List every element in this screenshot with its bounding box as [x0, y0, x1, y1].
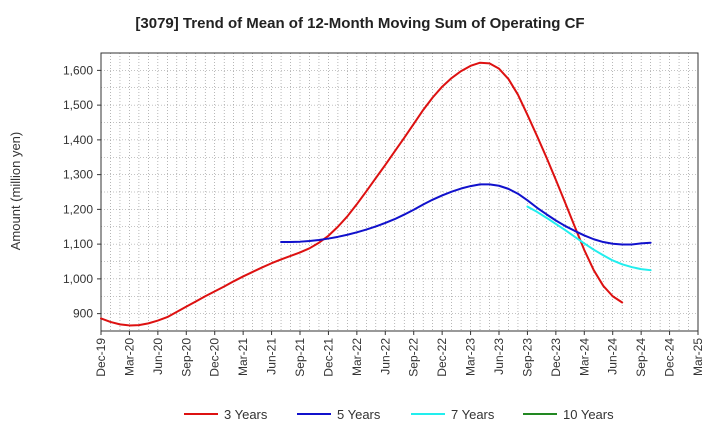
x-tick-label: Dec-21	[321, 338, 335, 377]
x-tick-label: Mar-24	[577, 338, 591, 376]
x-tick-label: Jun-23	[492, 338, 506, 375]
x-tick-label: Sep-23	[520, 338, 534, 377]
x-tick-label: Mar-22	[350, 338, 364, 376]
series-line-3-years	[100, 61, 624, 327]
x-tick-label: Mar-20	[122, 338, 136, 376]
x-tick-label: Mar-21	[236, 338, 250, 376]
grid	[101, 53, 698, 331]
y-tick-label: 1,000	[63, 272, 93, 286]
x-tick-label: Dec-23	[549, 338, 563, 377]
legend-label-10-years: 10 Years	[563, 407, 614, 422]
x-tick-label: Dec-19	[94, 338, 108, 377]
legend-label-3-years: 3 Years	[224, 407, 268, 422]
y-tick-label: 900	[73, 307, 93, 321]
y-tick-label: 1,400	[63, 133, 93, 147]
x-tick-label: Jun-22	[378, 338, 392, 375]
x-tick-label: Jun-24	[606, 338, 620, 375]
x-tick-label: Dec-24	[663, 338, 677, 377]
x-tick-label: Dec-22	[435, 338, 449, 377]
y-tick-labels: 900 1,000 1,100 1,200 1,300 1,400 1,500 1,600	[63, 63, 101, 321]
series-line-7-years	[526, 205, 652, 272]
x-tick-label: Mar-25	[691, 338, 705, 376]
y-tick-label: 1,100	[63, 237, 93, 251]
x-tick-label: Jun-21	[265, 338, 279, 375]
x-tick-label: Jun-20	[151, 338, 165, 375]
x-tick-label: Sep-21	[293, 338, 307, 377]
x-tick-label: Sep-20	[179, 338, 193, 377]
legend-label-5-years: 5 Years	[337, 407, 381, 422]
x-tick-label: Sep-22	[407, 338, 421, 377]
series-lines	[100, 61, 652, 327]
y-axis-label: Amount (million yen)	[8, 132, 23, 251]
legend-label-7-years: 7 Years	[451, 407, 495, 422]
y-tick-label: 1,500	[63, 98, 93, 112]
plot-frame	[100, 52, 699, 332]
chart-title: [3079] Trend of Mean of 12-Month Moving …	[135, 15, 584, 32]
y-tick-label: 1,600	[63, 63, 93, 77]
y-tick-label: 1,200	[63, 202, 93, 216]
x-tick-labels: Dec-19 Mar-20 Jun-20 Sep-20 Dec-20 Mar-21 Jun-…	[94, 331, 705, 377]
series-line-5-years	[280, 183, 652, 246]
legend: 3 Years 5 Years 7 Years 10 Years	[184, 407, 614, 422]
x-tick-label: Mar-23	[464, 338, 478, 376]
x-tick-label: Sep-24	[634, 338, 648, 377]
y-tick-label: 1,300	[63, 168, 93, 182]
x-tick-label: Dec-20	[208, 338, 222, 377]
